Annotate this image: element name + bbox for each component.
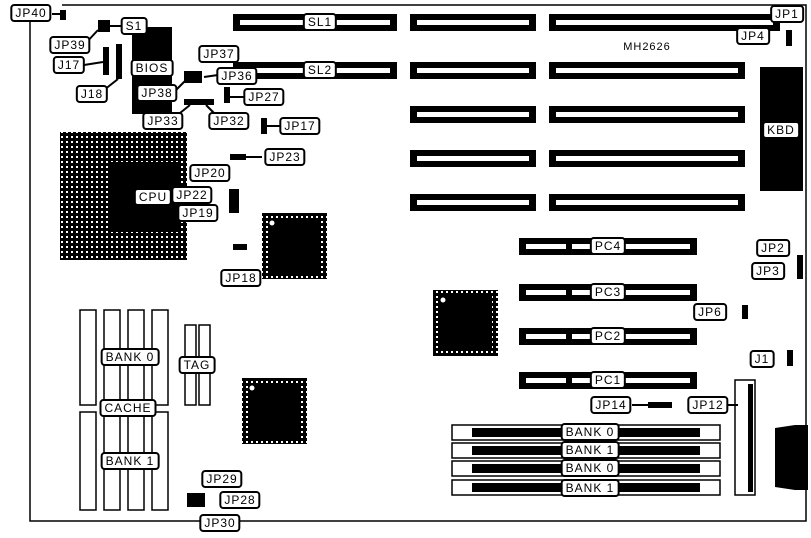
jumper-label-jp3: JP3 bbox=[751, 262, 785, 280]
slot-label-pc1: PC1 bbox=[589, 371, 627, 389]
slot-label-pc4: PC4 bbox=[589, 237, 627, 255]
simm-label: BANK 1 bbox=[560, 479, 620, 497]
cache-label: CACHE bbox=[99, 399, 157, 417]
jumper-label-jp4: JP4 bbox=[736, 27, 770, 45]
jumper-label-jp20: JP20 bbox=[189, 164, 231, 182]
board-model: MH2626 bbox=[623, 41, 671, 53]
jumper-label-jp32: JP32 bbox=[208, 112, 250, 130]
slot-label-sl2: SL2 bbox=[302, 61, 338, 79]
jumper-label-jp1: JP1 bbox=[770, 5, 804, 23]
isa-slots bbox=[233, 14, 780, 211]
jumper-label-jp18: JP18 bbox=[220, 269, 262, 287]
jumper-label-jp30: JP30 bbox=[199, 514, 241, 532]
jumper-label-j1: J1 bbox=[749, 350, 775, 368]
jumper-label-jp39: JP39 bbox=[49, 36, 91, 54]
kbd-label: KBD bbox=[762, 121, 800, 139]
jumper-label-j17: J17 bbox=[52, 56, 86, 74]
slot-label-pc3: PC3 bbox=[589, 283, 627, 301]
jumper-label-jp2: JP2 bbox=[756, 239, 790, 257]
pci-slots bbox=[519, 238, 697, 389]
simm-label: BANK 0 bbox=[560, 423, 620, 441]
slot-label-pc2: PC2 bbox=[589, 327, 627, 345]
jumper-label-jp40: JP40 bbox=[10, 4, 52, 22]
tag-label: TAG bbox=[178, 356, 216, 374]
simm-label: BANK 1 bbox=[560, 441, 620, 459]
jumper-label-j18: J18 bbox=[75, 85, 109, 103]
jumper-label-jp17: JP17 bbox=[279, 117, 321, 135]
jumper-label-jp36: JP36 bbox=[216, 67, 258, 85]
jumper-label-jp33: JP33 bbox=[142, 112, 184, 130]
jumper-label-jp27: JP27 bbox=[243, 88, 285, 106]
cache-bank0-label: BANK 0 bbox=[100, 348, 160, 366]
cache-bank1-label: BANK 1 bbox=[100, 452, 160, 470]
switch-label-s1: S1 bbox=[120, 17, 148, 35]
jumper-label-jp19: JP19 bbox=[177, 204, 219, 222]
jumper-label-jp38: JP38 bbox=[136, 84, 178, 102]
jumper-label-jp29: JP29 bbox=[201, 470, 243, 488]
jumper-label-jp6: JP6 bbox=[693, 303, 727, 321]
slot-label-sl1: SL1 bbox=[302, 13, 338, 31]
jumper-label-jp14: JP14 bbox=[590, 396, 632, 414]
jumper-blocks bbox=[60, 10, 803, 507]
bios-label: BIOS bbox=[130, 59, 174, 77]
jumper-label-jp12: JP12 bbox=[687, 396, 729, 414]
power-connector bbox=[734, 379, 808, 496]
board-outline bbox=[29, 4, 807, 522]
jumper-label-jp37: JP37 bbox=[198, 45, 240, 63]
jumper-label-jp28: JP28 bbox=[219, 491, 261, 509]
cpu-label: CPU bbox=[133, 188, 173, 206]
jumper-label-jp22: JP22 bbox=[171, 186, 213, 204]
simm-label: BANK 0 bbox=[560, 459, 620, 477]
jumper-label-jp23: JP23 bbox=[264, 148, 306, 166]
